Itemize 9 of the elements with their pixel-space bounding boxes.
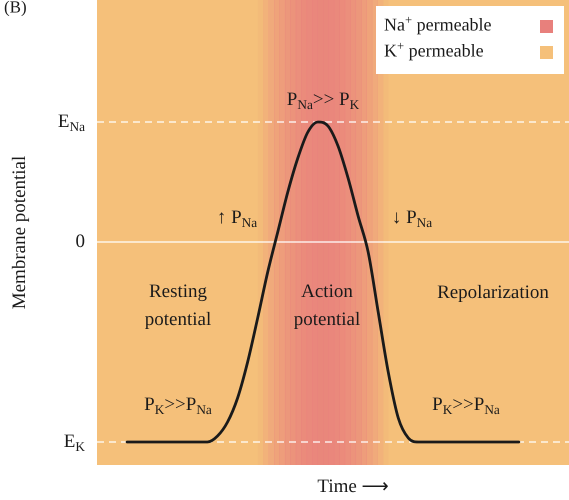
annotation: Repolarization — [437, 282, 550, 303]
y-axis-title: Membrane potential — [8, 156, 30, 310]
x-axis-title: Time ⟶ — [317, 476, 389, 497]
text: K+ permeable — [384, 38, 484, 61]
annotation: Action potential — [294, 280, 360, 330]
chart-title: (B) — [4, 0, 27, 16]
annotation: Resting potential — [144, 280, 212, 330]
text: Na+ permeable — [384, 12, 492, 35]
ref-line-label: 0 — [76, 230, 85, 252]
